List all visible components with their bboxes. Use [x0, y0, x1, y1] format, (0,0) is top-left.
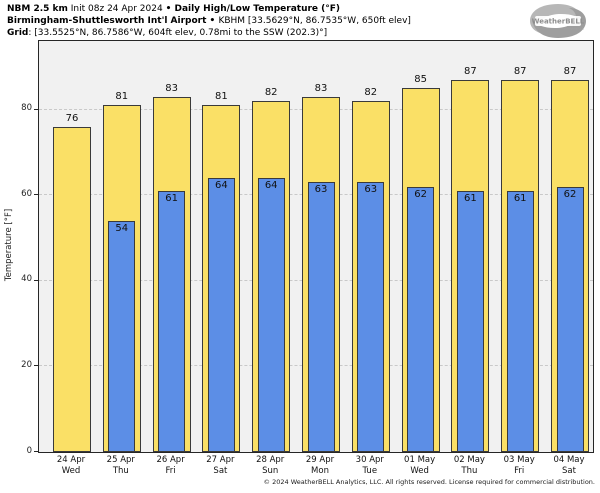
station-name: Birmingham-Shuttlesworth Int'l Airport: [7, 16, 207, 26]
x-tick-day: Thu: [112, 466, 129, 476]
header-line-2: Birmingham-Shuttlesworth Int'l Airport •…: [7, 15, 411, 27]
x-tick-date: 30 Apr: [355, 455, 384, 465]
low-value-label: 63: [364, 184, 378, 196]
low-value-label: 61: [464, 192, 477, 204]
x-axis-tick-label: 29 Apr Mon: [295, 455, 345, 477]
y-axis-tick-mark: [34, 279, 38, 281]
x-tick-day: Tue: [362, 466, 378, 476]
low-bar: [307, 182, 335, 452]
y-axis-tick-label: 60: [21, 188, 32, 199]
x-tick-date: 28 Apr: [256, 455, 285, 465]
low-bar: [257, 178, 285, 452]
x-tick-date: 24 Apr: [56, 455, 86, 465]
x-tick-day: Thu: [461, 466, 478, 476]
high-value-label: 82: [264, 86, 278, 98]
header-line-1: NBM 2.5 km Init 08z 24 Apr 2024 • Daily …: [7, 3, 411, 15]
low-bar: [108, 220, 136, 452]
high-value-label: 76: [65, 112, 79, 124]
bullet-separator: •: [206, 16, 219, 26]
x-tick-day: Fri: [514, 466, 525, 476]
high-value-label: 83: [165, 82, 178, 94]
high-value-label: 83: [314, 82, 328, 94]
low-value-label: 64: [215, 180, 228, 191]
x-axis-tick-label: 28 Apr Sun: [245, 455, 295, 477]
y-axis-tick-label: 80: [21, 103, 32, 113]
x-axis-tick-label: 02 May Thu: [444, 455, 494, 477]
bullet-separator: •: [165, 4, 175, 14]
low-value-label: 64: [264, 180, 278, 191]
low-value-label: 62: [563, 188, 577, 200]
high-bar: [53, 126, 91, 452]
y-axis-tick-mark: [34, 365, 38, 367]
x-axis-tick-label: 26 Apr Fri: [146, 455, 196, 477]
x-tick-date: 02 May: [453, 455, 485, 465]
x-tick-day: Sat: [562, 466, 576, 476]
x-tick-date: 01 May: [404, 455, 436, 465]
low-bar: [556, 186, 584, 452]
logo-sub-text: Analytics LLC: [564, 27, 584, 31]
high-value-label: 87: [464, 65, 477, 77]
x-axis-tick-label: 25 Apr Thu: [96, 455, 146, 477]
init-time: Init 08z 24 Apr 2024: [67, 4, 166, 14]
logo-brand-text: WeatherBELL: [532, 18, 585, 26]
grid-label: Grid: [7, 28, 29, 38]
x-tick-day: Fri: [165, 466, 176, 476]
x-tick-date: 03 May: [503, 455, 535, 465]
header-line-3: Grid: [33.5525°N, 86.7586°W, 604ft elev,…: [7, 27, 411, 39]
high-value-label: 81: [115, 91, 129, 103]
plot-area: 76 81 54 83 61 81 64 82 64 83 63 82 63 85 62 87 61 87 61 87…: [38, 40, 594, 453]
high-value-label: 87: [563, 65, 577, 77]
x-tick-day: Wed: [61, 466, 81, 476]
copyright-notice: © 2024 WeatherBELL Analytics, LLC. All r…: [263, 478, 595, 486]
x-axis-tick-label: 04 May Sat: [544, 455, 594, 477]
low-value-label: 54: [115, 222, 129, 234]
y-axis-tick-label: 20: [21, 359, 32, 370]
x-tick-day: Sat: [213, 466, 228, 476]
x-tick-date: 29 Apr: [305, 455, 335, 465]
y-axis-tick-label: 0: [26, 445, 32, 456]
x-tick-date: 04 May: [553, 455, 585, 465]
low-bar: [357, 182, 385, 452]
high-value-label: 81: [215, 91, 228, 103]
y-axis-tick-mark: [34, 451, 38, 452]
grid-coordinates: : [33.5525°N, 86.7586°W, 604ft elev, 0.7…: [28, 28, 328, 38]
hurricane-swirl-icon: WeatherBELL Analytics LLC: [530, 4, 586, 38]
x-axis-tick-label: 30 Apr Tue: [345, 455, 395, 477]
low-bar: [456, 190, 484, 452]
y-axis-tick-mark: [34, 108, 38, 110]
y-axis-title: Temperature [°F]: [4, 208, 14, 282]
y-axis-tick-label: 40: [21, 274, 32, 285]
x-tick-date: 26 Apr: [156, 455, 185, 465]
chart-title: Daily High/Low Temperature (°F): [174, 4, 341, 14]
x-axis-tick-label: 24 Apr Wed: [46, 455, 96, 477]
low-value-label: 61: [513, 192, 527, 204]
low-value-label: 62: [414, 188, 427, 200]
high-value-label: 85: [414, 74, 427, 86]
high-value-label: 82: [364, 86, 378, 98]
x-axis-tick-label: 01 May Wed: [395, 455, 445, 477]
x-tick-day: Mon: [311, 466, 329, 476]
x-tick-day: Sun: [262, 466, 279, 476]
x-tick-day: Wed: [410, 466, 429, 476]
low-value-label: 61: [165, 192, 178, 204]
low-bar: [207, 178, 235, 452]
chart-header: NBM 2.5 km Init 08z 24 Apr 2024 • Daily …: [7, 3, 411, 39]
x-tick-date: 27 Apr: [206, 455, 235, 465]
low-bar: [158, 190, 186, 452]
x-tick-date: 25 Apr: [106, 455, 135, 465]
x-axis-tick-label: 27 Apr Sat: [195, 455, 245, 477]
low-value-label: 63: [314, 184, 328, 196]
x-axis-tick-label: 03 May Fri: [494, 455, 544, 477]
high-value-label: 87: [513, 65, 527, 77]
weatherbell-logo: WeatherBELL Analytics LLC: [522, 2, 594, 40]
station-coordinates: KBHM [33.5629°N, 86.7535°W, 650ft elev]: [218, 16, 411, 26]
y-axis-tick-mark: [34, 194, 38, 196]
low-bar: [407, 186, 435, 452]
product-name: NBM 2.5 km: [7, 4, 68, 14]
low-bar: [506, 190, 534, 452]
